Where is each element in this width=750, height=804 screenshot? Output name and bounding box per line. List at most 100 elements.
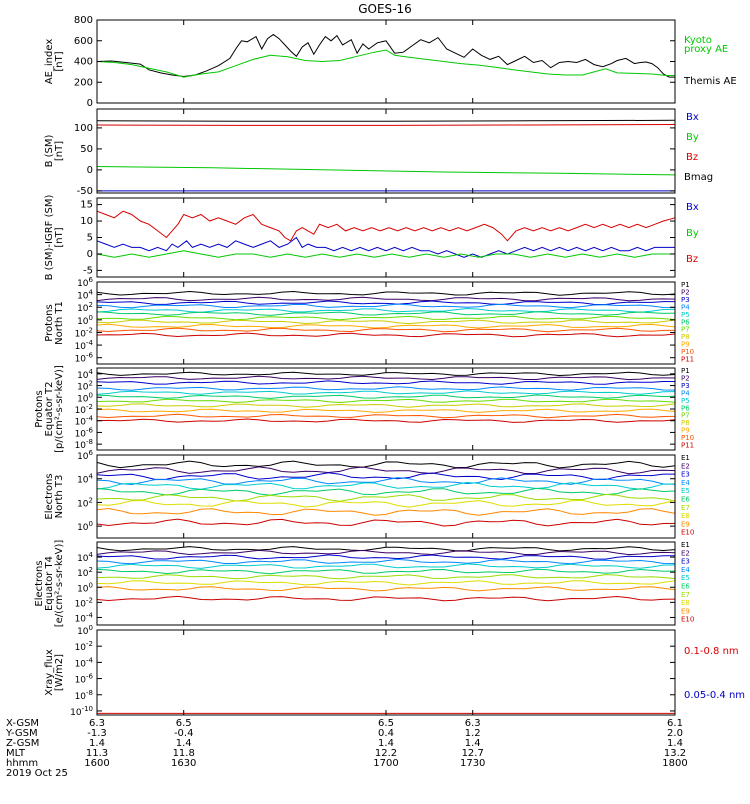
y-tick-label: 10-6: [75, 352, 94, 365]
footer-label-z-gsm: Z-GSM: [6, 738, 39, 749]
legend-by: By: [686, 132, 699, 143]
y-tick-label: -50: [77, 186, 93, 197]
series-p2: [96, 375, 676, 381]
panel-frame: [96, 629, 676, 716]
panel-dbsm: -5 0 5 10 15 B (SM)-IGRF (SM) [nT] Bx By Bz: [44, 195, 699, 281]
y-tick-label: 104: [77, 368, 93, 381]
legend-p9: P9: [681, 427, 690, 435]
y-axis-label: Xray_flux: [44, 649, 55, 696]
footer-value: 12.7: [462, 748, 484, 759]
series-p8: [96, 403, 676, 408]
legend-e3: E3: [681, 471, 690, 479]
footer-date: 2019 Oct 25: [6, 768, 68, 779]
legend-p11: P11: [681, 356, 694, 364]
series-p4: [96, 303, 676, 309]
y-tick-label: 0: [87, 249, 93, 260]
footer-value: 1730: [460, 758, 485, 769]
series-bmag: [96, 119, 676, 122]
y-tick-label: 102: [77, 566, 93, 579]
y-tick-label: 0: [87, 98, 93, 109]
series-p4: [96, 386, 676, 391]
footer-value: 1700: [373, 758, 398, 769]
legend-bx: Bx: [686, 112, 699, 123]
legend-p4: P4: [681, 389, 690, 397]
y-tick-label: 10-2: [75, 403, 93, 416]
series-e8: [96, 580, 676, 586]
footer-value: 6.5: [378, 718, 394, 729]
y-axis-label: Protons: [34, 390, 45, 427]
y-tick-label: 10-2: [75, 326, 93, 339]
legend-proxy-ae: proxy AE: [684, 44, 728, 55]
series-p11: [96, 418, 676, 423]
footer-value: 1.4: [176, 738, 192, 749]
series-p11: [96, 332, 676, 338]
legend-p2: P2: [681, 374, 690, 382]
y-tick-label: 10-8: [75, 689, 93, 702]
y-tick-label: 102: [77, 496, 93, 509]
series-e2: [96, 466, 676, 475]
y-tick-label: 100: [77, 314, 93, 327]
series-p10: [96, 413, 676, 419]
legend-p5: P5: [681, 311, 690, 319]
series-e7: [96, 493, 676, 502]
legend-p4: P4: [681, 303, 690, 311]
series-p3: [96, 300, 675, 306]
series-e9: [96, 507, 676, 516]
y-tick-label: 106: [77, 276, 93, 289]
series-e3: [96, 472, 675, 481]
series-e9: [96, 586, 676, 592]
footer-label-y-gsm: Y-GSM: [5, 728, 38, 739]
series-e5: [96, 563, 676, 569]
y-axis-label: [p/(cm²-s-sr-keV)]: [54, 365, 65, 453]
series-e10: [96, 518, 676, 527]
y-tick-label: 600: [74, 36, 93, 47]
footer-value: -1.3: [87, 728, 107, 739]
series-e1: [96, 546, 676, 552]
legend-e10: E10: [681, 616, 694, 624]
footer-value: 2.0: [667, 728, 683, 739]
series-p3: [96, 380, 675, 385]
y-axis-label: Protons: [44, 304, 55, 341]
series-bz: [96, 210, 676, 242]
y-tick-label: 10-4: [75, 656, 94, 669]
legend-e7: E7: [681, 591, 690, 599]
legend-e7: E7: [681, 504, 690, 512]
y-axis-label: Electrons: [44, 473, 55, 519]
legend-e9: E9: [681, 520, 690, 528]
series-p1: [96, 290, 676, 296]
footer-label-x-gsm: X-GSM: [6, 718, 39, 729]
series-p5: [96, 307, 676, 313]
legend-0-05-0-4-nm: 0.05-0.4 nm: [684, 690, 745, 701]
legend-p5: P5: [681, 397, 690, 405]
series-p9: [96, 323, 676, 329]
legend-bx: Bx: [686, 202, 699, 213]
footer-value: 1800: [662, 758, 687, 769]
panel-frame: [96, 281, 676, 365]
legend-e6: E6: [681, 496, 690, 504]
series-e3: [96, 554, 675, 560]
series-p6: [96, 311, 676, 316]
footer-value: 1.4: [667, 738, 683, 749]
series-e5: [96, 481, 676, 490]
y-axis-label: [e/(cm²-s-sr-keV)]: [54, 540, 65, 628]
series-e2: [96, 549, 676, 556]
y-axis-label: AE_index: [44, 39, 55, 85]
y-tick-label: 10-10: [70, 705, 93, 718]
footer-label-hhmm: hhmm: [6, 758, 38, 769]
footer-value: 6.5: [176, 718, 192, 729]
legend-e6: E6: [681, 583, 690, 591]
legend-kyoto: Kyoto: [684, 35, 712, 46]
footer-value: 0.4: [378, 728, 394, 739]
legend-e5: E5: [681, 487, 690, 495]
panel-bsm: -50 0 50 100 B (SM) [nT] Bx By Bz Bmag: [44, 108, 713, 197]
footer-value: 12.2: [375, 748, 397, 759]
y-tick-label: 10-4: [75, 611, 94, 624]
legend-p6: P6: [681, 404, 690, 412]
plot-title: GOES-16: [358, 2, 412, 16]
legend-e4: E4: [681, 479, 690, 487]
y-axis-label: B (SM)-IGRF (SM): [44, 195, 55, 281]
series-e7: [96, 574, 676, 580]
y-axis-label: North T1: [54, 301, 65, 345]
